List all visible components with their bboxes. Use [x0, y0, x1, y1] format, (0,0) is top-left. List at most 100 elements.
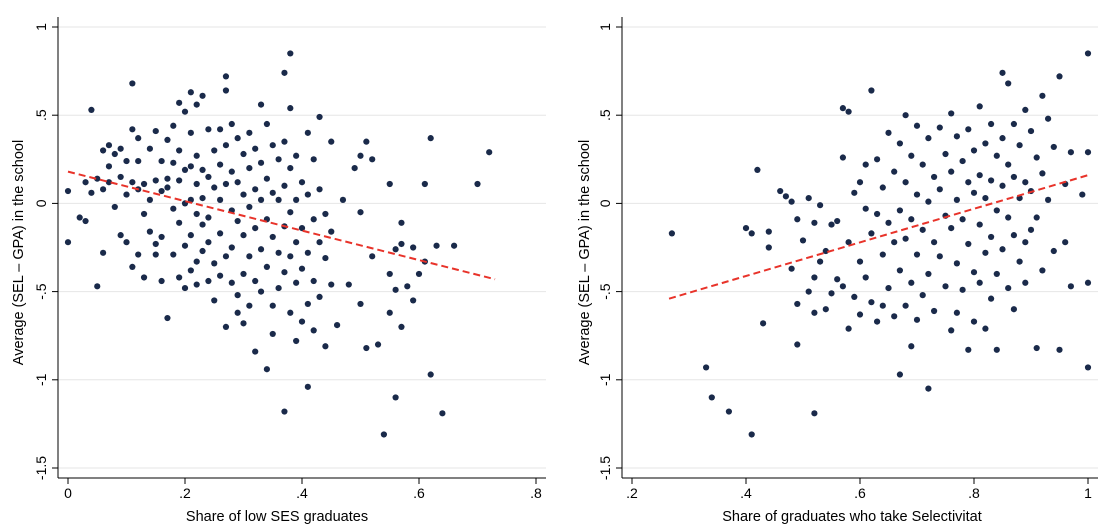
data-point [252, 186, 259, 193]
data-point [953, 196, 961, 203]
x-axis-title: Share of low SES graduates [186, 509, 368, 525]
data-point [1005, 80, 1012, 87]
data-point [322, 254, 329, 262]
y-tick-label: .5 [597, 109, 613, 121]
data-point [1084, 149, 1092, 156]
data-point [765, 244, 772, 251]
data-point [386, 180, 393, 188]
data-point [217, 161, 224, 168]
data-point [252, 277, 259, 285]
data-point [304, 249, 311, 256]
data-point [275, 196, 282, 203]
data-point [170, 122, 177, 129]
data-point [386, 309, 393, 316]
data-point [135, 251, 142, 258]
data-point [919, 161, 926, 168]
data-point [965, 240, 972, 248]
data-point [828, 290, 835, 297]
data-point [328, 281, 335, 288]
data-point [181, 108, 189, 115]
data-point [158, 277, 165, 285]
data-point [1079, 191, 1086, 198]
data-point [982, 325, 989, 332]
data-point [105, 163, 113, 170]
data-point [839, 154, 847, 161]
data-point [146, 228, 153, 235]
x-tick-label: .8 [530, 485, 542, 501]
data-point [328, 228, 335, 235]
data-point [988, 233, 995, 241]
data-point [874, 156, 881, 163]
data-point [123, 157, 130, 165]
data-point [948, 168, 955, 175]
data-point [1039, 267, 1046, 274]
data-point [269, 189, 276, 196]
data-point [794, 300, 801, 308]
data-point [811, 274, 818, 281]
data-point [856, 258, 864, 265]
data-point [269, 233, 276, 241]
data-point [82, 217, 89, 225]
data-point [322, 210, 329, 218]
data-point [668, 230, 676, 237]
data-point [794, 341, 801, 348]
x-tick-label: 1 [1084, 485, 1092, 501]
data-point [140, 274, 148, 281]
data-point [754, 166, 761, 173]
data-point [263, 120, 270, 128]
data-point [269, 142, 276, 149]
data-point [936, 124, 943, 131]
data-point [111, 203, 118, 211]
data-point [885, 284, 892, 292]
data-point [845, 239, 852, 246]
data-point [193, 152, 200, 159]
data-point [205, 277, 212, 285]
data-point [862, 274, 869, 281]
data-point [993, 152, 1000, 159]
data-point [433, 242, 440, 249]
right-scatter-panel: -1.5 -1 -.5 0 .5 1 .2 .4 .6 .8 1 Share of graduates… [577, 17, 1098, 525]
y-tick-label: -.5 [597, 283, 613, 300]
data-point [811, 410, 818, 417]
data-point [158, 233, 165, 241]
data-point [970, 147, 978, 154]
data-point [410, 297, 417, 304]
x-tick-label: .4 [740, 485, 752, 501]
data-point [328, 138, 335, 145]
data-point [925, 270, 932, 278]
data-point [1016, 258, 1023, 265]
data-point [896, 140, 904, 147]
data-point [357, 300, 364, 308]
data-point [902, 235, 909, 242]
y-tick-label: 1 [33, 23, 49, 31]
data-point [316, 113, 323, 121]
left-scatter-panel: -1.5 -1 -.5 0 .5 1 0 .2 .4 .6 .8 Share of low SES g… [11, 17, 546, 525]
data-point [181, 284, 189, 292]
data-point [993, 346, 1000, 353]
data-point [931, 307, 938, 315]
data-point [211, 260, 218, 267]
data-point [851, 189, 858, 196]
data-point [913, 251, 921, 258]
data-point [269, 302, 276, 309]
data-point [176, 99, 183, 106]
data-point [117, 173, 124, 181]
data-point [222, 253, 230, 260]
data-point [187, 163, 194, 170]
data-point [965, 346, 972, 353]
data-point [1084, 50, 1092, 57]
data-point [234, 135, 241, 142]
data-point [140, 180, 148, 188]
data-point [88, 189, 95, 196]
data-point [1005, 161, 1012, 168]
data-point [304, 383, 311, 390]
data-point [129, 126, 136, 133]
data-point [246, 165, 253, 172]
data-point [310, 277, 317, 285]
data-point [281, 408, 288, 415]
x-axis-title: Share of graduates who take Selectivitat [722, 509, 982, 525]
data-point [152, 251, 159, 258]
x-tick-label: .8 [968, 485, 980, 501]
data-point [275, 249, 282, 256]
data-point [760, 320, 767, 327]
